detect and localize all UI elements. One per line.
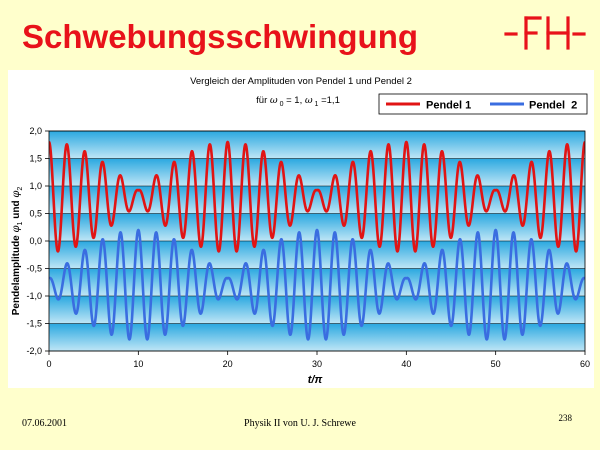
plot-band xyxy=(49,296,585,324)
ylabel-sub-2: 2 xyxy=(17,187,24,191)
series-line-pendel-2 xyxy=(49,228,585,341)
y-axis-label: Pendelamplitude φ1 und φ2 xyxy=(11,187,24,316)
y-tick-label: 1,5 xyxy=(29,154,42,164)
chart-panel: Vergleich der Amplituden von Pendel 1 un… xyxy=(8,70,594,388)
subtitle-part-1: für xyxy=(256,95,270,106)
y-tick-label: 0,0 xyxy=(29,236,42,246)
footer-course: Physik II von U. J. Schrewe xyxy=(244,418,356,429)
series-line-pendel-1 xyxy=(49,140,585,253)
plot-band xyxy=(49,241,585,269)
fh-logo xyxy=(504,16,586,50)
x-tick-label: 30 xyxy=(312,359,322,369)
plot-band xyxy=(49,213,585,241)
legend-label-pendel-1: Pendel 1 xyxy=(426,100,471,112)
subtitle-sub-0: 0 xyxy=(278,101,284,108)
chart-title: Vergleich der Amplituden von Pendel 1 un… xyxy=(190,76,412,87)
phi-symbol-2: φ xyxy=(11,191,22,198)
plot-band xyxy=(49,158,585,186)
beat-chart: Vergleich der Amplituden von Pendel 1 un… xyxy=(11,76,590,386)
ylabel-part-2: und xyxy=(11,198,22,222)
tick-labels: 0 10 20 30 40 50 60 2,0 1,5 1,0 0,5 0,0 -0,5 -1,0 -1,5… xyxy=(26,126,590,369)
chart-subtitle: für ω 0 = 1, ω 1 =1,1 xyxy=(256,95,340,108)
x-axis-label: t/π xyxy=(308,374,323,386)
subtitle-part-3: =1,1 xyxy=(318,95,339,106)
omega-symbol-2: ω xyxy=(305,95,313,106)
x-tick-label: 20 xyxy=(223,359,233,369)
x-tick-label: 50 xyxy=(491,359,501,369)
subtitle-part-2: = 1, xyxy=(283,95,304,106)
axes xyxy=(45,130,586,355)
plot-band xyxy=(49,268,585,296)
page-number: 238 xyxy=(558,413,573,423)
subtitle-sub-1: 1 xyxy=(313,101,319,108)
y-tick-label: 1,0 xyxy=(29,181,42,191)
y-tick-label: 0,5 xyxy=(29,209,42,219)
ylabel-sub-1: 1 xyxy=(17,221,24,225)
slide-title: Schwebungsschwingung xyxy=(22,18,419,55)
x-tick-label: 0 xyxy=(46,359,51,369)
legend-label-pendel-2: Pendel 2 xyxy=(529,100,577,112)
series-layer xyxy=(49,140,585,341)
y-tick-label: 2,0 xyxy=(29,126,42,136)
y-tick-label: -1,5 xyxy=(26,319,42,329)
omega-symbol-1: ω xyxy=(270,95,278,106)
legend: Pendel 1 Pendel 2 xyxy=(378,93,588,115)
x-tick-label: 60 xyxy=(580,359,590,369)
footer-date: 07.06.2001 xyxy=(22,418,67,429)
y-tick-label: -0,5 xyxy=(26,264,42,274)
y-tick-label: -1,0 xyxy=(26,291,42,301)
x-tick-label: 10 xyxy=(133,359,143,369)
legend-box xyxy=(378,93,588,115)
x-tick-label: 40 xyxy=(401,359,411,369)
y-tick-label: -2,0 xyxy=(26,346,42,356)
plot-area xyxy=(49,131,585,351)
phi-symbol-1: φ xyxy=(11,225,22,232)
plot-band xyxy=(49,131,585,159)
ylabel-part-1: Pendelamplitude xyxy=(11,232,22,315)
plot-band xyxy=(49,323,585,351)
